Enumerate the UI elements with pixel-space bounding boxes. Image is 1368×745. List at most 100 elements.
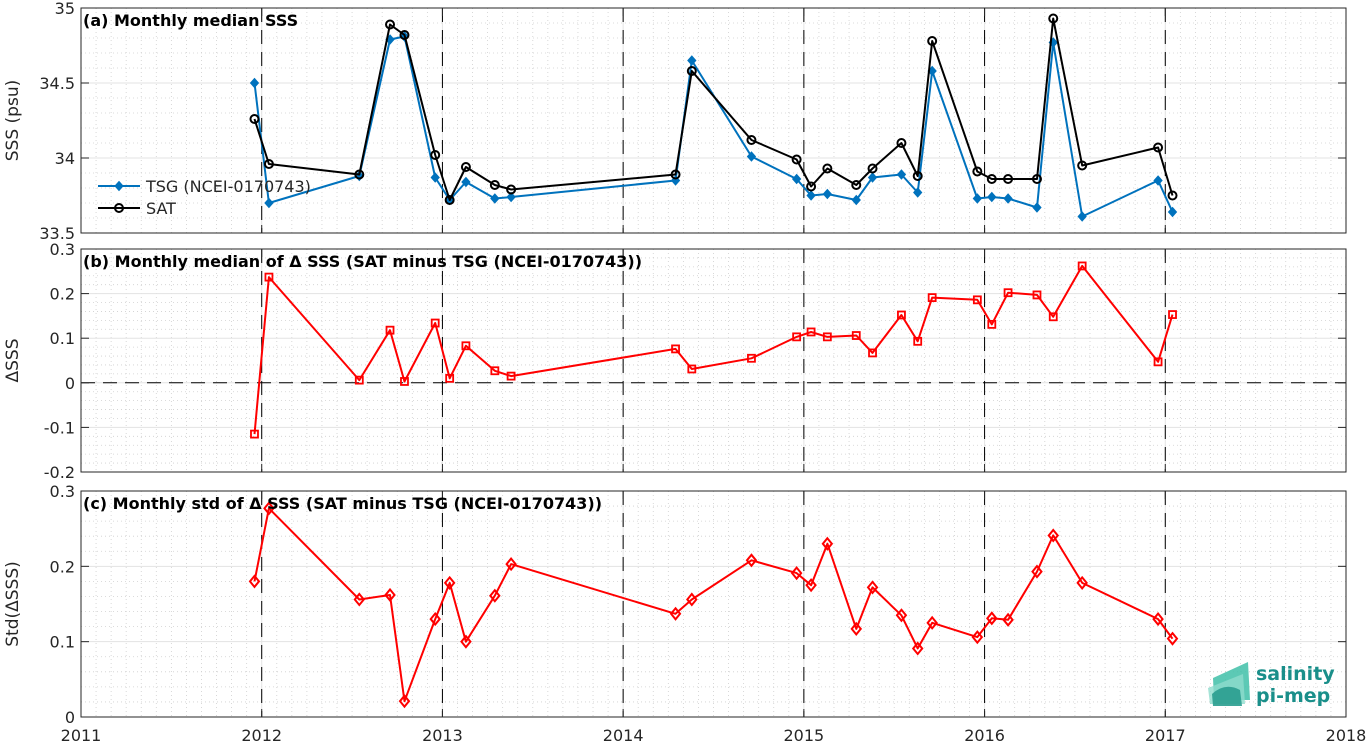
data-point — [745, 553, 758, 568]
y-tick-label: 0 — [65, 708, 75, 727]
legend-entry: TSG (NCEI-0170743) — [145, 177, 311, 196]
y-tick-label: 34.5 — [39, 74, 75, 93]
data-point — [912, 171, 923, 181]
salinity-pi-mep-logo: salinity pi-mep — [1208, 662, 1335, 707]
data-point — [895, 608, 908, 623]
data-point — [461, 176, 471, 188]
data-point — [1003, 288, 1013, 298]
data-point — [506, 191, 516, 203]
x-tick-label: 2011 — [61, 726, 102, 745]
x-tick-label: 2017 — [1145, 726, 1186, 745]
data-point — [264, 197, 274, 209]
tick-marks — [81, 248, 1346, 473]
data-point — [490, 366, 500, 376]
data-point — [792, 332, 802, 342]
data-point — [913, 336, 923, 346]
data-point — [986, 174, 997, 184]
data-point — [385, 325, 395, 335]
logo-line1: salinity — [1256, 663, 1335, 685]
data-point — [264, 272, 274, 282]
data-point — [1167, 190, 1178, 201]
data-point — [972, 295, 982, 305]
data-point — [385, 19, 396, 30]
series-0 — [248, 501, 1179, 709]
data-point — [489, 588, 501, 603]
data-point — [1077, 261, 1087, 271]
data-point — [1077, 160, 1088, 171]
data-point — [1003, 193, 1013, 204]
data-point — [868, 348, 877, 358]
data-point — [490, 193, 500, 204]
data-point — [746, 135, 757, 145]
data-point — [430, 318, 440, 328]
y-tick-label: -0.2 — [44, 463, 75, 482]
y-tick-label: -0.1 — [44, 418, 75, 437]
data-point — [506, 371, 516, 381]
tick-marks — [81, 490, 1346, 718]
data-point — [489, 180, 500, 190]
data-point — [913, 187, 923, 198]
data-point — [1048, 312, 1058, 322]
x-tick-label: 2014 — [603, 726, 644, 745]
data-point — [911, 641, 924, 656]
data-point — [1152, 611, 1164, 627]
series-line — [253, 264, 1174, 435]
data-point — [866, 580, 879, 595]
legend-entry: SAT — [146, 199, 176, 218]
data-point — [851, 194, 861, 206]
data-point — [896, 169, 907, 180]
data-point — [972, 193, 983, 204]
x-tick-label: 2018 — [1326, 726, 1367, 745]
data-point — [791, 173, 802, 185]
data-point — [398, 694, 411, 709]
minor-grid — [81, 491, 1346, 717]
data-point — [400, 377, 409, 386]
data-point — [822, 332, 832, 342]
data-point — [805, 578, 817, 593]
data-point — [790, 566, 803, 581]
data-point — [1048, 13, 1059, 24]
series-line — [253, 17, 1174, 201]
panel-a: 33.5 34 34.5 35 SSS (psu) (a) Monthly median … — [3, 0, 1347, 243]
legend-marker — [114, 180, 124, 192]
y-tick-label: 0.3 — [50, 482, 75, 501]
series-line — [253, 35, 1174, 218]
data-point — [686, 66, 697, 76]
y-tick-label: 33.5 — [39, 224, 75, 243]
data-point — [354, 375, 364, 385]
logo-line2: pi-mep — [1256, 685, 1330, 707]
data-point — [460, 634, 472, 649]
data-point — [867, 163, 878, 174]
y-tick-label: 35 — [55, 0, 75, 18]
x-tick-label: 2013 — [422, 726, 463, 745]
data-point — [867, 172, 878, 183]
data-point — [806, 181, 817, 192]
year-dashed-lines — [261, 249, 1166, 472]
data-point — [444, 195, 455, 205]
data-point — [249, 114, 260, 124]
axes-box — [80, 490, 1347, 718]
data-point — [505, 556, 517, 572]
data-point — [971, 630, 984, 645]
y-tick-label: 0.2 — [50, 557, 75, 576]
data-point — [926, 615, 938, 630]
data-point — [1031, 174, 1042, 184]
x-tick-label: 2012 — [241, 726, 282, 745]
data-point — [430, 172, 440, 183]
data-point — [353, 592, 366, 607]
panel-title: (b) Monthly median of Δ SSS (SAT minus T… — [83, 252, 642, 271]
y-axis-label: ΔSSS — [3, 338, 23, 382]
data-point — [687, 55, 697, 66]
data-point — [896, 138, 907, 148]
data-point — [399, 30, 410, 40]
data-point — [851, 331, 861, 340]
series-0 — [250, 261, 1177, 439]
data-point — [822, 163, 833, 174]
y-tick-label: 34 — [55, 149, 75, 168]
data-point — [686, 592, 698, 607]
data-point — [263, 501, 275, 516]
x-tick-label: 2015 — [783, 726, 824, 745]
data-point — [927, 36, 938, 46]
data-point — [1153, 142, 1164, 153]
data-point — [1077, 211, 1087, 222]
